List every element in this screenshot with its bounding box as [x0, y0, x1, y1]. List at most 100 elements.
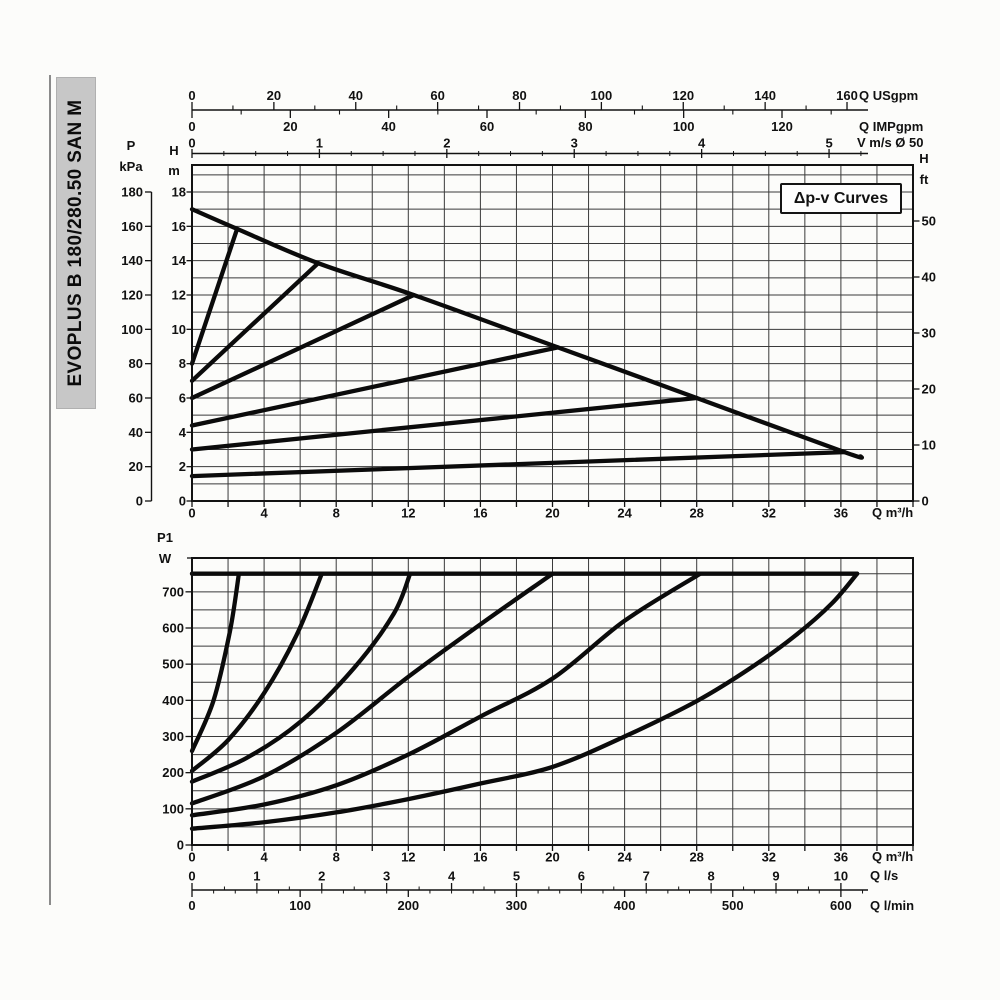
page-left-rule — [49, 75, 51, 905]
tick-label-head-m: 14 — [172, 253, 187, 268]
tick-label-watt: 400 — [162, 693, 184, 708]
curve-power-curve-4 — [189, 571, 555, 806]
tick-label-head-m: 4 — [179, 425, 187, 440]
tick-label-watt: 100 — [162, 801, 184, 816]
tick-label-ls: 5 — [513, 869, 520, 884]
tick-label-lmin: 600 — [830, 898, 852, 913]
tick-label-vms: 0 — [188, 136, 195, 151]
curve-dpv-curve-1 — [189, 226, 240, 366]
tick-label-ls: 8 — [708, 869, 715, 884]
tick-label-watt: 700 — [162, 584, 184, 599]
product-title-bar: EVOPLUS B 180/280.50 SAN M — [56, 77, 96, 409]
tick-label-watt: 300 — [162, 729, 184, 744]
tick-label-usgpm: 20 — [267, 88, 281, 103]
curve-power-curve-6 — [189, 571, 860, 831]
tick-label-qm3h-top: 32 — [762, 506, 776, 521]
tick-label-qm3h-top: 0 — [188, 506, 195, 521]
tick-label-qm3h-top: 24 — [617, 506, 632, 521]
tick-label-kpa: 120 — [121, 287, 143, 302]
tick-label-ls: 3 — [383, 869, 390, 884]
curve-power-curve-1 — [189, 571, 242, 754]
tick-label-impgpm: 20 — [283, 119, 297, 134]
tick-label-impgpm: 0 — [188, 119, 195, 134]
tick-label-usgpm: 80 — [512, 88, 526, 103]
tick-label-usgpm: 40 — [349, 88, 363, 103]
x-axis-unit-m3h-bottom: Q m³/h — [872, 849, 914, 864]
tick-label-qm3h-top: 12 — [401, 506, 415, 521]
tick-label-ft: 40 — [922, 270, 936, 285]
tick-label-lmin: 100 — [289, 898, 311, 913]
x-axis-unit-ls: Q l/s — [870, 868, 899, 883]
tick-label-vms: 4 — [698, 136, 706, 151]
tick-label-qm3h-bottom: 20 — [545, 850, 559, 865]
tick-label-head-m: 8 — [179, 356, 186, 371]
tick-label-kpa: 80 — [129, 356, 143, 371]
tick-label-qm3h-bottom: 4 — [260, 850, 268, 865]
tick-label-watt: 0 — [177, 838, 184, 853]
tick-label-impgpm: 60 — [480, 119, 494, 134]
tick-label-qm3h-top: 16 — [473, 506, 487, 521]
tick-label-lmin: 200 — [397, 898, 419, 913]
y-axis-name-power: P1 — [157, 530, 173, 545]
tick-label-usgpm: 100 — [591, 88, 613, 103]
x-axis-unit-impgpm: Q IMPgpm — [859, 119, 924, 134]
tick-label-ft: 10 — [922, 438, 936, 453]
tick-label-kpa: 160 — [121, 219, 143, 234]
y-axis-name-pressure: P — [126, 138, 136, 153]
curve-dpv-curve-2 — [189, 261, 321, 383]
curve-dpv-curve-4 — [189, 345, 561, 428]
tick-label-kpa: 0 — [136, 494, 143, 509]
tick-label-vms: 2 — [443, 136, 450, 151]
tick-label-qm3h-bottom: 16 — [473, 850, 487, 865]
tick-label-vms: 3 — [571, 136, 578, 151]
tick-label-ls: 2 — [318, 869, 325, 884]
tick-label-qm3h-bottom: 12 — [401, 850, 415, 865]
tick-label-vms: 5 — [825, 136, 832, 151]
tick-label-watt: 200 — [162, 765, 184, 780]
tick-label-ls: 1 — [253, 869, 260, 884]
curve-power-curve-2 — [189, 571, 324, 774]
tick-label-qm3h-top: 36 — [834, 506, 848, 521]
tick-label-impgpm: 120 — [771, 119, 793, 134]
tick-label-kpa: 20 — [129, 459, 143, 474]
tick-label-lmin: 300 — [506, 898, 528, 913]
tick-label-usgpm: 120 — [672, 88, 694, 103]
y-axis-unit-kpa: kPa — [119, 159, 143, 174]
tick-label-kpa: 140 — [121, 253, 143, 268]
tick-label-head-m: 10 — [172, 322, 186, 337]
tick-label-head-m: 18 — [172, 184, 186, 199]
tick-label-usgpm: 140 — [754, 88, 776, 103]
y-axis-name-head: H — [169, 143, 179, 158]
y-axis-unit-m: m — [168, 163, 180, 178]
tick-label-impgpm: 40 — [381, 119, 395, 134]
y-axis-name-head-right: H — [919, 151, 929, 166]
tick-label-head-m: 2 — [179, 459, 186, 474]
tick-label-ls: 4 — [448, 869, 456, 884]
tick-label-kpa: 100 — [121, 322, 143, 337]
curve-dpv-curve-6 — [189, 449, 847, 479]
dpv-curves-legend-box: Δp-v Curves — [780, 183, 902, 214]
product-title: EVOPLUS B 180/280.50 SAN M — [65, 99, 86, 387]
tick-label-kpa: 180 — [121, 184, 143, 199]
tick-label-qm3h-bottom: 8 — [333, 850, 340, 865]
tick-label-qm3h-bottom: 32 — [762, 850, 776, 865]
tick-label-kpa: 60 — [129, 390, 143, 405]
tick-label-qm3h-top: 8 — [333, 506, 340, 521]
tick-label-vms: 1 — [316, 136, 323, 151]
tick-label-head-m: 12 — [172, 287, 186, 302]
tick-label-qm3h-bottom: 28 — [689, 850, 703, 865]
tick-label-qm3h-top: 4 — [260, 506, 268, 521]
tick-label-lmin: 500 — [722, 898, 744, 913]
tick-label-kpa: 40 — [129, 425, 143, 440]
tick-label-qm3h-bottom: 24 — [617, 850, 632, 865]
tick-label-ls: 7 — [643, 869, 650, 884]
tick-label-qm3h-bottom: 0 — [188, 850, 195, 865]
tick-label-head-m: 0 — [179, 494, 186, 509]
curve-max-speed-curve — [189, 207, 864, 460]
tick-label-ft: 50 — [922, 214, 936, 229]
tick-label-head-m: 6 — [179, 390, 186, 405]
tick-label-ls: 10 — [834, 869, 848, 884]
curve-power-curve-5 — [189, 571, 703, 818]
tick-label-ls: 0 — [188, 869, 195, 884]
